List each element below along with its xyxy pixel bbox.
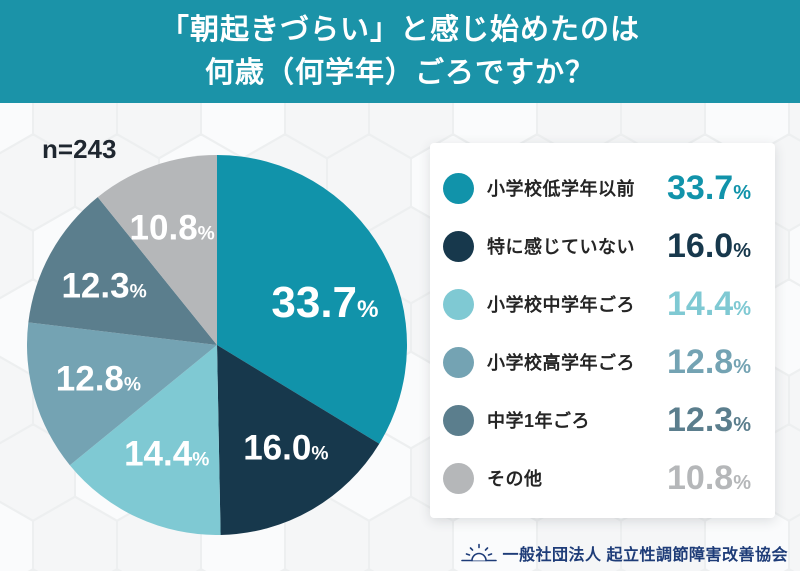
pie-slice	[27, 322, 217, 466]
legend-row: 小学校中学年ごろ 14.4%	[443, 275, 751, 333]
legend-label: 小学校中学年ごろ	[487, 295, 635, 315]
legend-label: 小学校高学年ごろ	[487, 353, 635, 373]
legend-dot	[443, 172, 474, 204]
pie-slice	[69, 345, 221, 535]
hexagon-decoration	[790, 498, 800, 571]
pie-chart-svg	[27, 155, 407, 535]
legend-dot	[443, 346, 474, 378]
title-banner: 「朝起きづらい」と感じ始めたのは 何歳（何学年）ごろですか？	[0, 0, 800, 103]
legend-value: 12.8%	[667, 343, 751, 381]
hexagon-decoration	[790, 208, 800, 302]
pie-slice-label: 14.4%	[124, 434, 210, 474]
footer-organization: 一般社団法人 起立性調節障害改善協会	[460, 541, 788, 565]
sample-size-label: n=243	[42, 134, 117, 164]
legend-row: 中学1年ごろ 12.3%	[443, 391, 751, 449]
legend-dot	[443, 230, 474, 262]
pie-slice	[217, 345, 380, 535]
pie-slice	[97, 155, 217, 345]
pie-slice	[28, 197, 217, 345]
legend-label: 小学校低学年以前	[487, 179, 635, 199]
legend-label: 特に感じていない	[487, 237, 635, 257]
hexagon-decoration	[790, 353, 800, 447]
pie-chart: 33.7% 16.0% 14.4% 12.8% 12.3% 10.8%	[27, 155, 407, 535]
legend-value: 12.3%	[667, 401, 751, 439]
legend-row: 小学校高学年ごろ 12.8%	[443, 333, 751, 391]
pie-slice-label: 12.8%	[55, 359, 142, 399]
title-line-1: 「朝起きづらい」と感じ始めたのは	[159, 14, 640, 47]
legend-dot	[443, 404, 474, 436]
organization-name: 一般社団法人 起立性調節障害改善協会	[502, 547, 788, 564]
legend-value: 16.0%	[667, 227, 751, 265]
sunrise-icon	[460, 543, 497, 562]
legend-dot	[443, 462, 474, 494]
pie-slice-label: 12.3%	[61, 266, 147, 306]
pie-slice-label: 33.7%	[271, 277, 379, 327]
legend-dot	[443, 288, 474, 320]
legend-label: その他	[487, 469, 543, 489]
legend-row: その他 10.8%	[443, 449, 751, 507]
legend-label: 中学1年ごろ	[487, 411, 591, 431]
legend-value: 33.7%	[667, 169, 751, 207]
legend-card: 小学校低学年以前 33.7% 特に感じていない 16.0% 小学校中学年ごろ 1…	[430, 143, 775, 518]
pie-slice	[217, 155, 407, 444]
pie-slice-label: 10.8%	[129, 208, 215, 248]
hexagon-decoration	[790, 103, 800, 157]
pie-slice-label: 16.0%	[243, 428, 329, 468]
title-line-2: 何歳（何学年）ごろですか？	[204, 56, 595, 89]
legend-value: 14.4%	[667, 285, 751, 323]
legend-row: 特に感じていない 16.0%	[443, 217, 751, 275]
legend-value: 10.8%	[667, 459, 751, 497]
legend-row: 小学校低学年以前 33.7%	[443, 159, 751, 217]
